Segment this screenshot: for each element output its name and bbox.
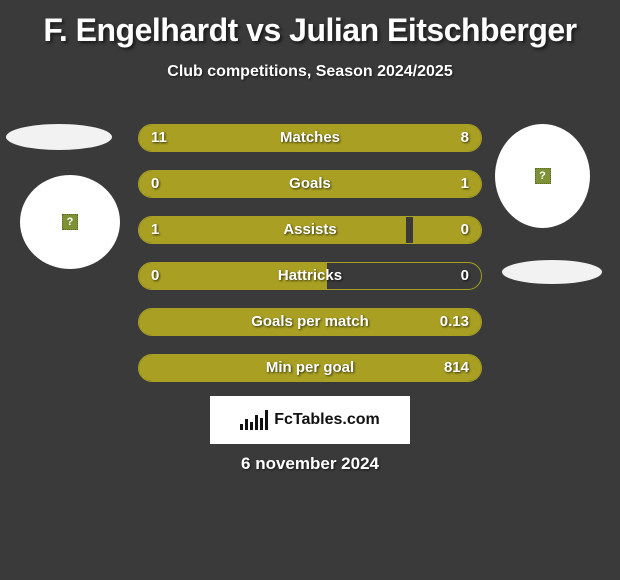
footer-date: 6 november 2024 bbox=[0, 454, 620, 474]
question-icon: ? bbox=[62, 214, 78, 230]
stat-label: Assists bbox=[139, 217, 481, 243]
stat-bar: 0Hattricks0 bbox=[138, 262, 482, 290]
stat-value-right: 0 bbox=[461, 217, 469, 243]
stat-bar: 0Goals1 bbox=[138, 170, 482, 198]
decor-ellipse-left bbox=[6, 124, 112, 150]
bars-icon bbox=[240, 410, 268, 430]
stat-label: Goals per match bbox=[139, 309, 481, 335]
stats-bars: 11Matches80Goals11Assists00Hattricks0Goa… bbox=[138, 124, 482, 400]
stat-bar: Min per goal814 bbox=[138, 354, 482, 382]
stat-bar: Goals per match0.13 bbox=[138, 308, 482, 336]
question-icon: ? bbox=[535, 168, 551, 184]
stat-bar: 1Assists0 bbox=[138, 216, 482, 244]
footer-logo-text: FcTables.com bbox=[274, 411, 380, 429]
player-left-avatar: ? bbox=[20, 175, 120, 269]
stat-value-right: 1 bbox=[461, 171, 469, 197]
stat-bar: 11Matches8 bbox=[138, 124, 482, 152]
page-subtitle: Club competitions, Season 2024/2025 bbox=[0, 63, 620, 81]
footer-logo: FcTables.com bbox=[210, 396, 410, 444]
stat-value-right: 8 bbox=[461, 125, 469, 151]
stat-value-right: 814 bbox=[444, 355, 469, 381]
page-title: F. Engelhardt vs Julian Eitschberger bbox=[0, 0, 620, 49]
stat-label: Hattricks bbox=[139, 263, 481, 289]
stat-value-right: 0 bbox=[461, 263, 469, 289]
player-right-avatar: ? bbox=[495, 124, 590, 228]
stat-value-right: 0.13 bbox=[440, 309, 469, 335]
stat-label: Matches bbox=[139, 125, 481, 151]
stat-label: Goals bbox=[139, 171, 481, 197]
decor-ellipse-right bbox=[502, 260, 602, 284]
stat-label: Min per goal bbox=[139, 355, 481, 381]
